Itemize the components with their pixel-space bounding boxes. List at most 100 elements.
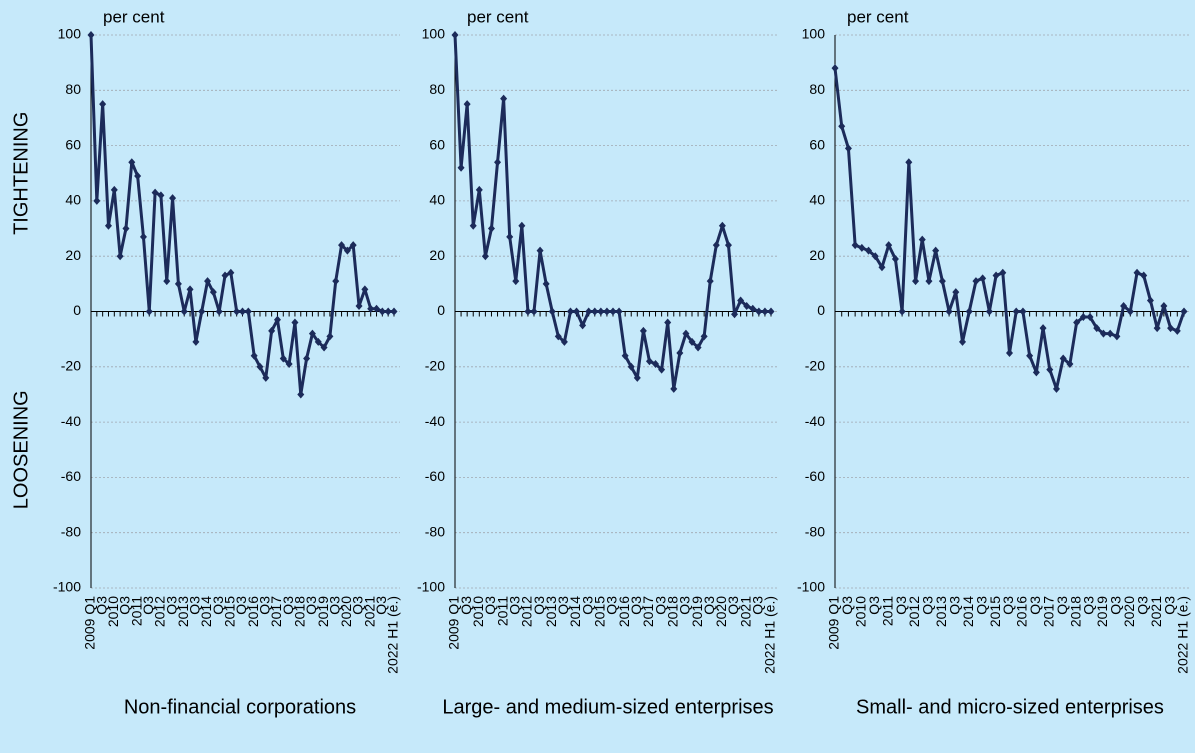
y-tick-label: -60	[425, 468, 445, 484]
y-tick-label: 0	[73, 302, 81, 318]
marker	[233, 307, 241, 316]
marker	[652, 360, 660, 369]
x-tick-label: 2009 Q1	[826, 596, 842, 650]
marker	[186, 285, 194, 294]
marker	[204, 277, 212, 286]
marker	[542, 279, 550, 288]
x-tick-label: 2017	[268, 596, 284, 627]
marker	[536, 246, 544, 255]
marker	[390, 307, 398, 316]
marker	[1079, 313, 1087, 322]
marker	[285, 360, 293, 369]
marker	[239, 307, 246, 316]
marker	[1032, 368, 1040, 377]
x-tick-label: Q3	[280, 596, 296, 615]
marker	[664, 318, 672, 327]
x-tick-label: 2019	[1094, 596, 1110, 627]
marker	[965, 307, 973, 316]
x-tick-label: 2020	[338, 596, 354, 627]
x-tick-label: Q3	[920, 596, 936, 615]
panel-title: Large- and medium-sized enterprises	[442, 696, 773, 718]
marker	[1173, 326, 1181, 335]
marker	[326, 332, 334, 341]
y-tick-label: -100	[797, 579, 825, 595]
marker	[1059, 354, 1067, 363]
marker	[554, 332, 562, 341]
x-tick-label: Q3	[839, 596, 855, 615]
y-tick-label: 80	[429, 81, 445, 97]
marker	[87, 31, 95, 39]
marker	[332, 277, 340, 286]
marker	[99, 100, 107, 109]
marker	[615, 307, 623, 316]
y-tick-label: -60	[805, 468, 825, 484]
y-tick-label: 0	[437, 302, 445, 318]
y-tick-label: 60	[65, 136, 81, 152]
marker	[952, 288, 960, 297]
marker	[116, 252, 124, 261]
marker	[1019, 307, 1027, 316]
x-tick-label: 2013	[175, 596, 191, 627]
marker	[244, 307, 252, 316]
x-tick-label: Q3	[677, 596, 693, 615]
x-tick-label: Q3	[117, 596, 133, 615]
x-tick-label: 2013	[543, 596, 559, 627]
x-tick-label: 2015	[592, 596, 608, 627]
marker	[343, 246, 351, 255]
marker	[122, 224, 130, 233]
marker	[700, 332, 708, 341]
marker	[180, 307, 188, 316]
x-tick-label: Q3	[750, 596, 766, 615]
x-tick-label: 2014	[960, 596, 976, 627]
marker	[512, 277, 520, 286]
y-tick-label: -60	[61, 468, 81, 484]
marker	[518, 221, 526, 230]
unit-label: per cent	[467, 7, 529, 26]
marker	[932, 246, 940, 255]
x-tick-label: Q3	[482, 596, 498, 615]
marker	[585, 307, 593, 316]
marker	[898, 307, 906, 316]
marker	[985, 307, 993, 316]
marker	[1086, 313, 1094, 322]
x-tick-label: 2011	[494, 596, 510, 626]
x-tick-label: Q3	[1081, 596, 1097, 615]
marker	[724, 241, 732, 250]
marker	[676, 348, 684, 357]
x-tick-label: 2012	[906, 596, 922, 627]
marker	[250, 351, 258, 360]
marker	[851, 241, 859, 250]
x-tick-label: 2010	[853, 596, 869, 627]
marker	[151, 188, 159, 197]
marker	[865, 246, 873, 255]
marker	[355, 301, 363, 310]
marker	[979, 274, 987, 283]
x-tick-label: 2013	[933, 596, 949, 627]
marker	[1006, 348, 1013, 357]
marker	[548, 307, 556, 316]
x-tick-label: 2015	[222, 596, 238, 627]
marker	[597, 307, 605, 316]
marker	[110, 185, 118, 194]
marker	[972, 277, 980, 286]
marker	[912, 277, 920, 286]
x-tick-label: 2010	[470, 596, 486, 627]
marker	[891, 254, 899, 263]
x-tick-label: 2016	[245, 596, 261, 627]
marker	[320, 343, 328, 352]
x-tick-label: Q3	[187, 596, 203, 615]
x-tick-label: Q3	[555, 596, 571, 615]
x-tick-label: 2019	[315, 596, 331, 627]
y-tick-label: 100	[58, 26, 82, 42]
x-tick-label: 2020	[713, 596, 729, 627]
marker	[1066, 360, 1074, 369]
marker	[279, 354, 287, 363]
marker	[905, 158, 913, 167]
x-tick-label: 2022 H1 (e.)	[385, 596, 401, 674]
x-tick-label: 2021	[361, 596, 377, 627]
y-tick-label: -80	[61, 523, 81, 539]
x-tick-label: Q3	[1134, 596, 1150, 615]
marker	[938, 277, 946, 286]
unit-label: per cent	[847, 7, 909, 26]
x-tick-label: 2019	[689, 596, 705, 627]
